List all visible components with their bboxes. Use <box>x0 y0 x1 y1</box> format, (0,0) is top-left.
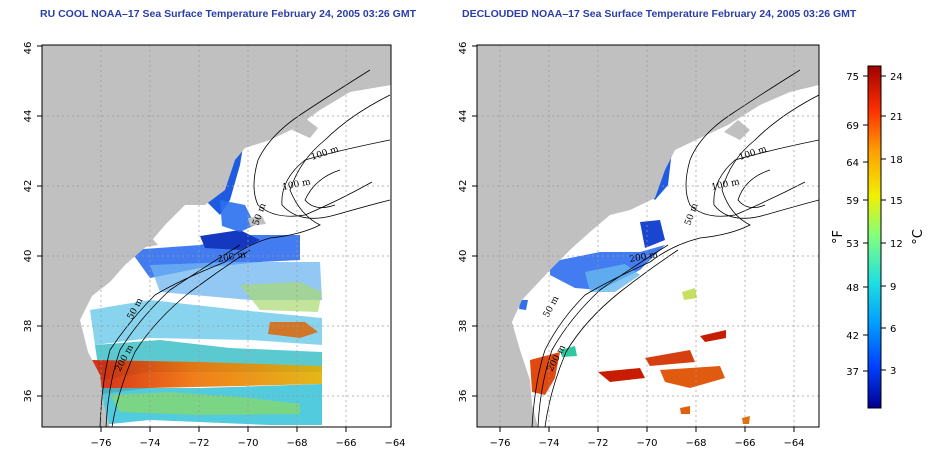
right-lat-tick-label: 40 <box>458 250 469 263</box>
left-map-panel: 100 m 100 m 50 m 200 m 50 m 200 m <box>23 42 406 449</box>
colorbar-fahrenheit-label: °F <box>831 230 846 244</box>
right-lat-tick-label: 46 <box>458 42 469 55</box>
colorbar-celsius-tick: 12 <box>890 239 903 250</box>
right-graticule <box>477 45 819 427</box>
right-lon-tick-label: −72 <box>587 438 608 449</box>
right-axis-ticks <box>472 45 795 432</box>
colorbar-celsius-tick: 6 <box>890 324 896 335</box>
left-lat-tick-label: 40 <box>23 250 34 263</box>
left-land-mass <box>42 45 391 427</box>
left-lon-tick-label: −66 <box>335 438 356 449</box>
right-contour-label: 200 m <box>629 250 659 265</box>
right-lon-tick-label: −68 <box>685 438 706 449</box>
colorbar-celsius-tick: 18 <box>890 155 903 166</box>
right-lat-tick-label: 36 <box>458 390 469 403</box>
colorbar-celsius-tick: 9 <box>890 282 896 293</box>
colorbar-fahrenheit-tick: 37 <box>846 367 859 378</box>
left-lat-tick-label: 38 <box>23 320 34 333</box>
colorbar-fahrenheit-tick: 48 <box>846 283 859 294</box>
right-bathymetry-contours <box>531 69 819 427</box>
left-lat-tick-label: 44 <box>23 110 34 123</box>
colorbar-gradient <box>867 65 882 409</box>
left-lat-tick-label: 36 <box>23 390 34 403</box>
left-lon-tick-label: −76 <box>90 438 111 449</box>
left-lon-tick-label: −64 <box>384 438 405 449</box>
colorbar-ticks <box>863 75 886 372</box>
left-axis-ticks <box>37 45 347 432</box>
colorbar-celsius-tick: 3 <box>890 366 896 377</box>
left-lon-tick-label: −68 <box>286 438 307 449</box>
colorbar-celsius-tick: 21 <box>890 112 903 123</box>
colorbar-celsius-label: °C <box>911 229 926 245</box>
left-lat-tick-label: 42 <box>23 180 34 193</box>
left-panel-title: RU COOL NOAA–17 Sea Surface Temperature … <box>40 8 417 20</box>
right-lat-tick-label: 38 <box>458 320 469 333</box>
left-bathymetry-contours <box>99 69 391 427</box>
right-land-mass <box>477 45 819 427</box>
right-lon-tick-label: −74 <box>538 438 559 449</box>
colorbar-celsius-tick: 15 <box>890 196 903 207</box>
left-map-frame <box>41 44 392 428</box>
right-panel-title: DECLOUDED NOAA–17 Sea Surface Temperatur… <box>462 8 857 20</box>
colorbar-fahrenheit-tick: 64 <box>846 158 859 169</box>
left-lon-tick-label: −74 <box>139 438 160 449</box>
colorbar-fahrenheit-tick: 59 <box>846 196 859 207</box>
left-graticule <box>42 45 391 427</box>
colorbar-fahrenheit-tick: 42 <box>846 331 859 342</box>
right-lon-tick-label: −66 <box>734 438 755 449</box>
right-lat-tick-label: 44 <box>458 110 469 123</box>
right-map-frame <box>476 44 820 428</box>
colorbar-fahrenheit-tick: 75 <box>846 72 859 83</box>
colorbar-fahrenheit-tick: 69 <box>846 121 859 132</box>
left-lon-tick-label: −72 <box>188 438 209 449</box>
left-lat-tick-label: 46 <box>23 42 34 55</box>
right-lat-tick-label: 42 <box>458 180 469 193</box>
colorbar-fahrenheit-tick: 53 <box>846 239 859 250</box>
colorbar: 75 69 64 59 53 48 42 37 24 21 18 15 12 9… <box>831 65 926 409</box>
right-lon-tick-label: −70 <box>636 438 657 449</box>
left-contour-label: 200 m <box>217 250 247 265</box>
right-lon-tick-label: −64 <box>783 438 804 449</box>
right-lon-tick-label: −76 <box>489 438 510 449</box>
colorbar-celsius-tick: 24 <box>890 72 903 83</box>
left-lon-tick-label: −70 <box>237 438 258 449</box>
right-map-panel: 100 m 100 m 50 m 200 m 50 m 200 m <box>458 42 820 449</box>
